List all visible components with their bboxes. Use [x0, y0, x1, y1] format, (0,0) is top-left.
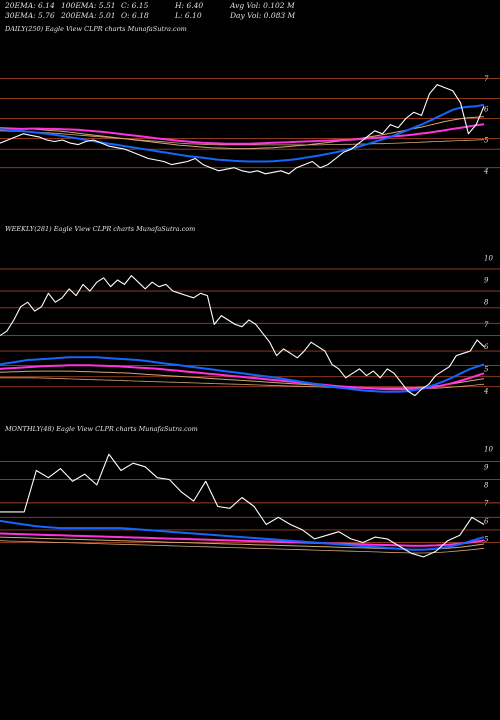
ema-blue-line — [0, 103, 485, 163]
y-tick-label: 7 — [484, 75, 489, 83]
y-tick-label: 5 — [484, 365, 489, 373]
y-tick-label: 6 — [484, 343, 489, 351]
y-tick-label: 4 — [483, 388, 488, 396]
ema-tan-line — [0, 370, 485, 389]
price-line — [0, 84, 485, 175]
ema20-label: 20EMA: 6.14 — [5, 1, 55, 10]
y-tick-label: 6 — [484, 106, 489, 114]
ema100-label: 100EMA: 5.51 — [61, 1, 116, 10]
y-tick-label: 8 — [484, 299, 489, 307]
daily-chart: 7 6 5 4 — [0, 75, 500, 175]
high-label: H: 6.40 — [175, 1, 204, 10]
price-line — [0, 275, 485, 397]
weekly-chart: 10 9 8 7 6 5 4 — [0, 254, 500, 397]
ema-blue-line — [0, 356, 485, 393]
y-tick-label: 5 — [484, 137, 489, 145]
y-tick-label: 7 — [484, 499, 489, 507]
low-label: L: 6.10 — [175, 11, 202, 20]
y-tick-label: 4 — [483, 167, 488, 175]
day-vol-label: Day Vol: 0.083 M — [230, 11, 296, 20]
y-tick-label: 7 — [484, 321, 489, 329]
price-line — [0, 453, 485, 558]
y-tick-label: 9 — [484, 463, 489, 471]
ema-magenta-line — [0, 123, 485, 145]
monthly-chart-title: MONTHLY(48) Eagle View CLPR charts Munaf… — [5, 425, 198, 433]
weekly-chart-title: WEEKLY(281) Eagle View CLPR charts Munaf… — [5, 225, 196, 233]
ema-magenta-line — [0, 532, 485, 547]
y-tick-label: 10 — [484, 445, 493, 453]
open-close-label: C: 6.15 — [121, 1, 149, 10]
ema200-label: 200EMA: 5.01 — [61, 11, 116, 20]
monthly-chart: 10 9 8 7 6 5 — [0, 445, 500, 558]
y-tick-label: 9 — [484, 277, 489, 285]
daily-chart-title: DAILY(250) Eagle View CLPR charts Munafa… — [5, 25, 187, 33]
ema-magenta-line — [0, 364, 485, 391]
open-label: O: 6.18 — [121, 11, 149, 20]
y-tick-label: 8 — [484, 481, 489, 489]
y-tick-label: 10 — [484, 254, 493, 262]
y-tick-label: 5 — [484, 535, 489, 543]
ema-tan-line-2 — [0, 540, 485, 554]
ema-tan-line — [0, 116, 485, 150]
ema-tan-line-2 — [0, 130, 485, 146]
ema30-label: 30EMA: 5.76 — [5, 11, 55, 20]
avg-vol-label: Avg Vol: 0.102 M — [230, 1, 295, 10]
y-tick-label: 6 — [484, 517, 489, 525]
